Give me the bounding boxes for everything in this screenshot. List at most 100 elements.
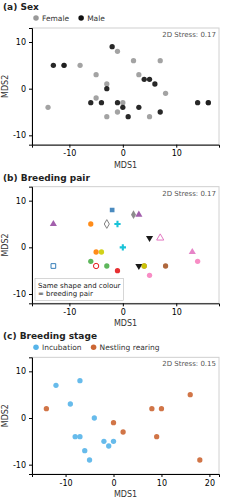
x-axis: -1001020: [33, 474, 220, 488]
series: [120, 244, 126, 250]
x-tick-mark: [69, 145, 70, 148]
plot-area: [44, 378, 203, 463]
y-axis-title: MDS2: [1, 233, 10, 256]
point: [45, 105, 50, 110]
y-tick: 10: [16, 367, 32, 376]
point: [104, 114, 109, 119]
point: [111, 420, 116, 425]
x-tick-label: 0: [121, 149, 126, 158]
series: [195, 259, 200, 264]
x-axis-title: MDS1: [114, 490, 137, 499]
point: [88, 100, 93, 105]
series: [104, 220, 109, 229]
point: [92, 415, 97, 420]
series: [147, 273, 152, 278]
y-tick-mark: [29, 89, 32, 90]
point: [77, 63, 82, 68]
y-axis-line: [29, 187, 33, 304]
point: [68, 401, 73, 406]
point: [115, 49, 120, 54]
legend-swatch: [33, 345, 39, 351]
y-tick-label: 10: [16, 367, 26, 376]
point: [99, 249, 104, 254]
x-tick-label: 10: [157, 479, 167, 488]
chart-title: (c) Breeding stage: [3, 331, 97, 341]
x-tick: 10: [157, 474, 167, 488]
series: [88, 221, 93, 226]
y-tick-mark: [29, 201, 32, 202]
x-tick: 10: [172, 303, 182, 317]
point: [206, 100, 211, 105]
series: [114, 221, 120, 227]
y-tick-mark: [29, 371, 32, 372]
point: [142, 77, 147, 82]
x-tick-mark: [176, 145, 177, 148]
y-axis: -10010: [13, 29, 33, 146]
note-box: [35, 278, 124, 300]
point: [104, 263, 109, 268]
y-tick: 0: [21, 243, 32, 252]
series: [146, 236, 153, 242]
x-tick-mark: [123, 303, 124, 306]
point: [51, 264, 56, 269]
y-tick-label: 0: [21, 414, 26, 423]
panel: (b) Breeding pair-10010-10010MDS1MDS22D …: [1, 173, 220, 329]
series: [104, 263, 109, 268]
point: [77, 378, 82, 383]
x-tick-label: -10: [63, 149, 76, 158]
y-tick: 10: [16, 197, 32, 206]
point: [101, 439, 106, 444]
x-tick-mark: [123, 145, 124, 148]
point: [110, 208, 115, 213]
annotation: 2D Stress: 0.17: [162, 190, 216, 198]
x-tick-mark: [69, 303, 70, 306]
point: [106, 443, 111, 448]
legend-label: Incubation: [42, 343, 82, 352]
point: [88, 259, 93, 264]
series: [93, 249, 98, 254]
point: [93, 95, 98, 100]
point: [87, 457, 92, 462]
x-tick: 0: [121, 145, 126, 159]
x-tick-mark: [161, 474, 162, 477]
point: [131, 58, 136, 63]
point: [136, 105, 141, 110]
annotation: 2D Stress: 0.17: [162, 31, 216, 39]
point: [197, 457, 202, 462]
legend-label: Nestling rearing: [100, 343, 160, 352]
point: [93, 72, 98, 77]
point: [120, 100, 125, 105]
point: [142, 263, 147, 268]
x-tick-mark: [176, 303, 177, 306]
x-tick-label: 0: [121, 308, 126, 317]
plot-area: [50, 208, 200, 278]
y-tick-label: -10: [13, 131, 26, 140]
y-tick-label: 10: [16, 197, 26, 206]
point: [115, 109, 120, 114]
point: [147, 114, 152, 119]
x-tick: -10: [60, 474, 73, 488]
point: [61, 63, 66, 68]
chart-title: (a) Sex: [3, 2, 39, 12]
series: [157, 234, 164, 240]
legend-swatch: [33, 15, 39, 21]
series: [163, 263, 168, 268]
y-tick: 0: [21, 85, 32, 94]
y-axis: -10010: [13, 358, 33, 475]
y-tick-label: 0: [21, 243, 26, 252]
point: [136, 72, 141, 77]
series: [88, 259, 93, 264]
y-tick-mark: [29, 247, 32, 248]
y-tick: 0: [21, 414, 32, 423]
legend-swatch: [78, 15, 84, 21]
series: [142, 263, 147, 268]
point: [77, 434, 82, 439]
annotation: 2D Stress: 0.15: [162, 360, 216, 368]
point: [158, 109, 163, 114]
x-tick-label: 10: [172, 149, 182, 158]
series: [131, 210, 136, 219]
point: [120, 105, 125, 110]
point: [44, 406, 49, 411]
x-axis: -10010: [33, 303, 220, 317]
x-tick: 10: [172, 145, 182, 159]
